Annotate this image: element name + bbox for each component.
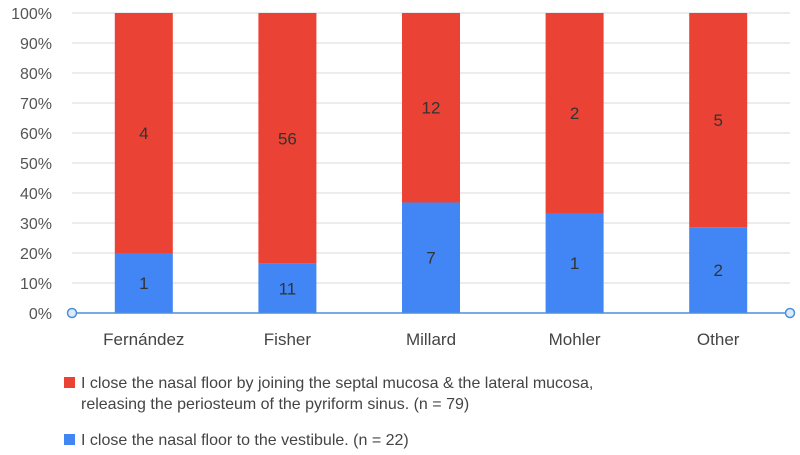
data-label: 5 (713, 111, 722, 130)
data-label: 2 (570, 104, 579, 123)
y-tick-label: 100% (11, 6, 52, 23)
x-axis-categories: Fernández Fisher Millard Mohler Other (103, 330, 740, 349)
bar-segment (545, 13, 604, 213)
data-label: 2 (713, 261, 722, 280)
legend-swatch-red (64, 377, 75, 388)
bar-segment (114, 13, 173, 253)
bar-segment (689, 227, 748, 313)
x-axis (66, 307, 796, 319)
y-tick-label: 50% (20, 156, 52, 173)
data-label: 1 (139, 274, 148, 293)
data-label: 11 (279, 279, 297, 298)
legend-label-red: I close the nasal floor by joining the s… (81, 375, 594, 413)
data-label: 4 (139, 124, 148, 143)
y-tick-label: 60% (20, 126, 52, 143)
category-label: Fisher (264, 330, 312, 349)
stacked-bar-chart: 0% 10% 20% 30% 40% 50% 60% 70% 80% 90% 100% 1 4 11 56… (11, 6, 796, 349)
legend-swatch-blue (64, 434, 75, 445)
legend-label-blue: I close the nasal floor to the vestibule… (81, 432, 409, 449)
category-label: Millard (406, 330, 456, 349)
bar-segment (258, 13, 317, 264)
y-tick-label: 10% (20, 276, 52, 293)
data-label: 12 (422, 99, 441, 118)
category-label: Fernández (103, 330, 184, 349)
y-tick-label: 0% (29, 306, 52, 323)
category-label: Mohler (549, 330, 601, 349)
bar-segment (258, 263, 317, 313)
legend-item-blue: I close the nasal floor to the vestibule… (64, 430, 681, 451)
bar-segment (689, 13, 748, 228)
y-tick-label: 70% (20, 96, 52, 113)
bar-segment (114, 253, 173, 313)
y-tick-label: 30% (20, 216, 52, 233)
y-tick-label: 90% (20, 36, 52, 53)
data-label: 7 (426, 249, 435, 268)
bar-segment (545, 213, 604, 313)
bars (114, 13, 748, 313)
data-label: 1 (570, 254, 579, 273)
y-tick-label: 40% (20, 186, 52, 203)
y-axis-ticks: 0% 10% 20% 30% 40% 50% 60% 70% 80% 90% 100% (11, 6, 52, 323)
bar-segment (402, 202, 460, 313)
axis-handle-right (784, 307, 796, 319)
axis-handle-left (66, 307, 78, 319)
category-label: Other (697, 330, 740, 349)
legend-item-red: I close the nasal floor by joining the s… (64, 373, 681, 415)
y-tick-label: 20% (20, 246, 52, 263)
data-label: 56 (278, 129, 297, 148)
bar-segment (402, 13, 460, 203)
y-tick-label: 80% (20, 66, 52, 83)
